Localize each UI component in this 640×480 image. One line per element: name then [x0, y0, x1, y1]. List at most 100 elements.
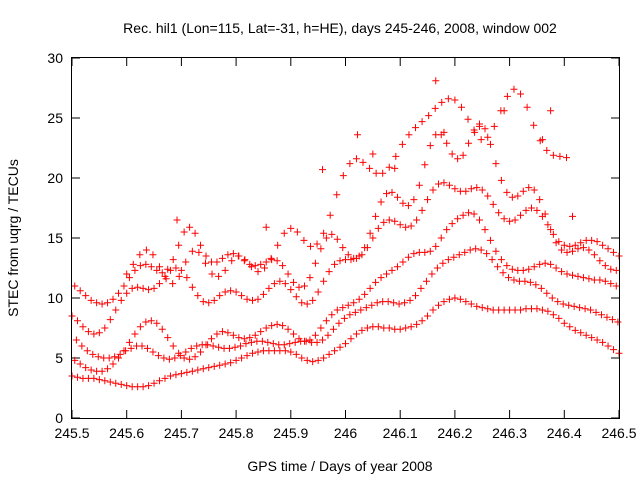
data-point — [592, 308, 600, 316]
data-point — [548, 294, 556, 302]
data-point — [254, 295, 262, 303]
data-point — [279, 262, 287, 270]
data-point — [76, 360, 84, 368]
data-point — [352, 155, 360, 163]
data-point — [112, 379, 120, 387]
data-point — [298, 299, 306, 307]
data-point — [142, 260, 150, 268]
data-point — [434, 301, 442, 309]
data-point — [188, 283, 196, 291]
data-point — [517, 211, 525, 219]
data-point — [145, 286, 153, 294]
data-point — [444, 256, 452, 264]
data-point — [339, 304, 347, 312]
data-point — [172, 371, 180, 379]
data-point — [549, 230, 557, 238]
data-point — [481, 226, 489, 234]
data-point — [262, 258, 270, 266]
data-point — [258, 337, 266, 345]
data-point — [445, 295, 453, 303]
data-point — [73, 373, 81, 381]
data-point — [293, 228, 301, 236]
data-point — [188, 247, 196, 255]
data-point — [588, 334, 596, 342]
data-point — [508, 265, 516, 273]
data-point — [585, 275, 593, 283]
y-tick-label: 0 — [55, 410, 63, 426]
data-point — [361, 290, 369, 298]
data-point — [543, 146, 551, 154]
y-tick-label: 15 — [47, 230, 63, 246]
data-point — [388, 266, 396, 274]
data-point — [566, 323, 574, 331]
data-point — [576, 304, 584, 312]
data-point — [300, 236, 308, 244]
data-point — [413, 216, 421, 224]
data-point — [476, 122, 484, 130]
data-point — [579, 274, 587, 282]
data-point — [385, 163, 393, 171]
data-point — [129, 260, 137, 268]
data-point — [398, 140, 406, 148]
data-point — [112, 306, 120, 314]
data-point — [352, 330, 360, 338]
data-point — [340, 314, 348, 322]
data-point — [205, 364, 213, 372]
data-point — [472, 245, 480, 253]
data-point — [599, 338, 607, 346]
data-point — [555, 314, 563, 322]
data-point — [503, 262, 511, 270]
data-point — [448, 220, 456, 228]
data-point — [208, 270, 216, 278]
data-point — [267, 254, 275, 262]
data-point — [333, 306, 341, 314]
data-point — [73, 317, 81, 325]
data-point — [596, 276, 604, 284]
data-point — [552, 264, 560, 272]
data-point — [320, 229, 328, 237]
data-point — [235, 334, 243, 342]
data-point — [147, 263, 155, 271]
data-point — [517, 306, 525, 314]
data-point — [373, 299, 381, 307]
data-point — [510, 276, 518, 284]
data-point — [547, 107, 555, 115]
data-point — [357, 306, 365, 314]
data-point — [166, 372, 174, 380]
data-point — [412, 124, 420, 132]
data-point — [396, 221, 404, 229]
data-point — [325, 268, 333, 276]
data-point — [486, 140, 494, 148]
data-point — [76, 287, 84, 295]
data-point — [224, 251, 232, 259]
data-point — [377, 198, 385, 206]
data-point — [536, 196, 544, 204]
data-point — [383, 270, 391, 278]
data-point — [601, 262, 609, 270]
data-point — [547, 260, 555, 268]
data-point — [368, 301, 376, 309]
data-point — [454, 215, 462, 223]
data-point — [249, 349, 257, 357]
data-point — [328, 311, 336, 319]
data-point — [306, 274, 314, 282]
data-point — [582, 331, 590, 339]
data-point — [517, 90, 525, 98]
data-point — [104, 299, 112, 307]
data-point — [210, 296, 218, 304]
data-point — [205, 299, 213, 307]
data-point — [519, 187, 527, 195]
data-point — [246, 334, 254, 342]
data-point — [574, 245, 582, 253]
data-point — [265, 284, 273, 292]
data-point — [281, 347, 289, 355]
data-point — [599, 241, 607, 249]
data-point — [391, 217, 399, 225]
data-point — [571, 326, 579, 334]
data-point — [450, 253, 458, 261]
data-point — [486, 236, 494, 244]
data-point — [379, 169, 387, 177]
data-point — [471, 128, 479, 136]
data-point — [346, 160, 354, 168]
data-point — [402, 324, 410, 332]
